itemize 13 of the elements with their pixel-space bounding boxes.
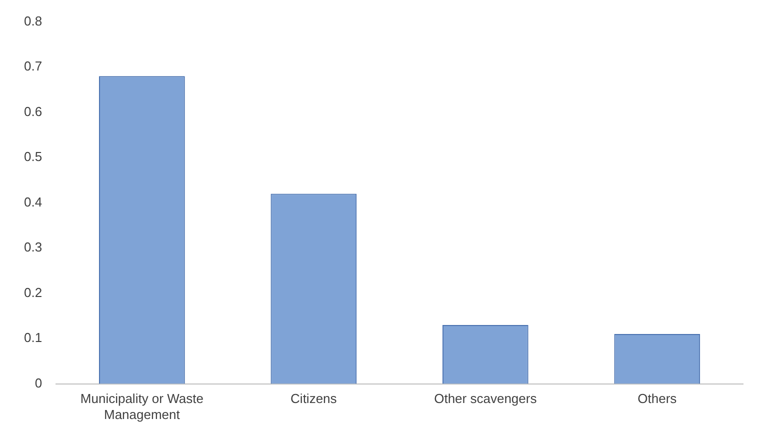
y-tick-label: 0.8 [24,13,42,28]
y-tick-label: 0 [34,375,42,390]
y-tick-label: 0.1 [24,330,42,346]
x-tick-label: Others [638,391,678,406]
y-tick-label: 0.6 [24,104,42,119]
y-tick-label: 0.3 [24,240,42,255]
y-tick-label: 0.7 [24,58,42,74]
y-tick-label: 0.4 [24,194,42,210]
y-tick-label: 0.5 [24,149,42,164]
x-tick-label: Citizens [290,391,338,406]
x-tick-label: Other scavengers [434,391,538,406]
y-tick-label: 0.2 [24,284,42,300]
x-tick-label: Municipality or Waste Management [80,391,204,422]
